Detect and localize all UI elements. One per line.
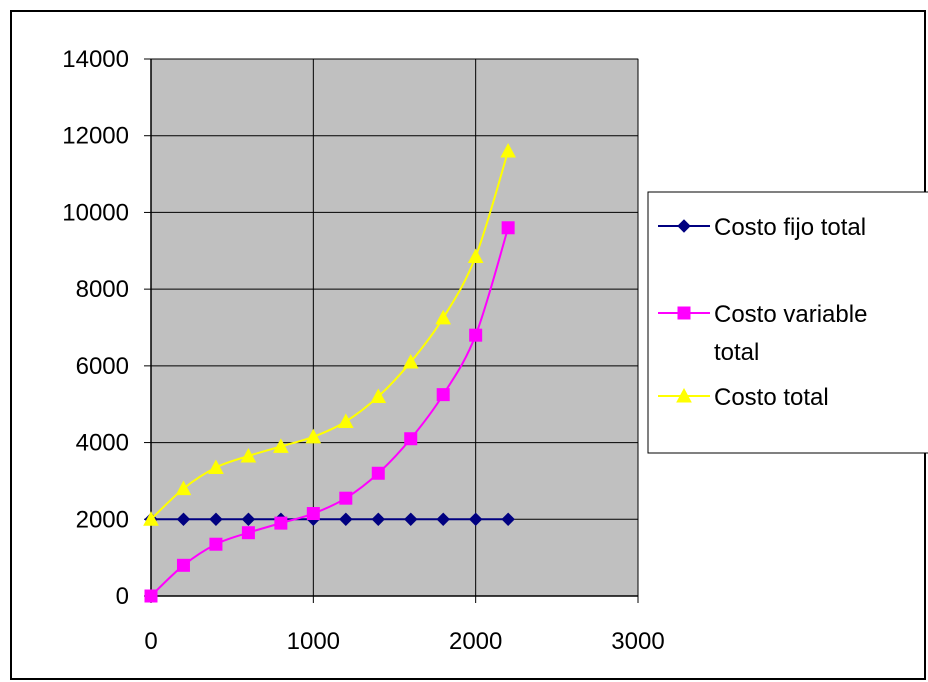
data-point [175, 480, 192, 496]
legend-label: Costo fijo total [714, 214, 866, 241]
data-point [273, 438, 289, 453]
y-tick-label: 6000 [76, 353, 129, 380]
data-point [435, 309, 452, 325]
data-point [436, 512, 450, 526]
x-tick-label: 0 [144, 628, 157, 655]
data-point [468, 512, 483, 526]
series-2 [144, 221, 515, 603]
data-point [501, 512, 515, 526]
data-point [274, 516, 288, 530]
legend-box [647, 191, 928, 454]
data-point [402, 353, 419, 369]
data-point [208, 459, 224, 475]
data-point [371, 466, 385, 480]
legend-item: Costo fijo total [658, 214, 866, 241]
data-point [176, 512, 191, 526]
y-tick-label: 4000 [76, 430, 129, 457]
y-tick-label: 10000 [62, 199, 129, 226]
x-tick-label: 2000 [449, 628, 502, 655]
data-point [467, 248, 484, 264]
data-point [306, 507, 320, 521]
data-point [500, 143, 516, 158]
x-tick-label: 1000 [287, 628, 340, 655]
legend-marker [676, 387, 692, 403]
data-point [209, 537, 223, 551]
y-tick-label: 12000 [62, 123, 129, 150]
data-point [501, 221, 515, 235]
x-tick-label: 3000 [611, 628, 664, 655]
data-point [144, 589, 158, 603]
data-point [240, 447, 257, 463]
series-3 [143, 143, 516, 526]
y-tick-label: 8000 [76, 276, 129, 303]
plot-area [150, 58, 639, 597]
data-point [176, 558, 190, 572]
data-point [143, 511, 159, 526]
legend-marker [677, 306, 691, 320]
data-point [305, 428, 322, 444]
legend-label: total [714, 339, 759, 366]
data-point [339, 491, 353, 505]
y-tick-label: 2000 [76, 506, 129, 533]
y-axis-tick-labels: 0 2000 4000 6000 8000 10000 12000 14000 [62, 46, 129, 610]
data-point [337, 413, 354, 428]
x-axis-tick-labels: 0 1000 2000 3000 [144, 628, 664, 655]
data-point [404, 512, 418, 526]
data-point [469, 328, 483, 342]
y-tick-label: 0 [116, 583, 129, 610]
y-tick-label: 14000 [62, 46, 129, 73]
legend-label: Costo total [714, 384, 829, 411]
data-point [241, 512, 256, 526]
data-point [436, 388, 450, 402]
data-point [241, 526, 255, 540]
data-point [371, 512, 385, 526]
data-point [339, 512, 353, 526]
legend-label: Costo variable [714, 301, 867, 328]
series-group [143, 143, 516, 603]
legend-item: Costo variable total [658, 301, 867, 366]
legend-item: Costo total [658, 384, 829, 411]
data-point [404, 432, 418, 446]
data-point [370, 388, 387, 404]
data-point [209, 512, 223, 526]
legend-marker [677, 219, 691, 233]
